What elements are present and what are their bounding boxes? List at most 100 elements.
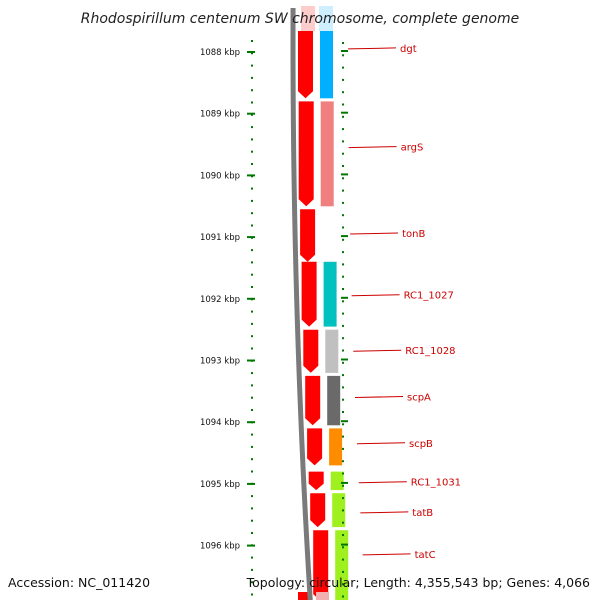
gene-labels: dgt argS tonB RC1_1027 RC1_1028 scpA scpB RC1_1…: [347, 44, 461, 561]
ruler-dot: [342, 534, 344, 536]
gene-label[interactable]: scpB: [409, 439, 433, 450]
major-tick: [247, 544, 255, 547]
ruler-dot: [342, 423, 344, 426]
gene-color-block: [335, 530, 349, 600]
ruler-dot: [251, 458, 253, 461]
major-tick-right: [341, 481, 348, 484]
ruler-dot: [251, 150, 253, 153]
major-tick-right: [341, 235, 348, 238]
major-tick-right: [341, 50, 348, 52]
gene-label[interactable]: tatB: [412, 508, 433, 519]
ruler-dot: [251, 249, 253, 252]
gene-arrow[interactable]: [301, 261, 317, 327]
ruler-dot: [251, 593, 253, 596]
gene-arrow[interactable]: [313, 530, 329, 600]
ruler-dot: [342, 460, 344, 463]
ruler-dot: [251, 224, 253, 227]
ruler-dot: [342, 312, 344, 315]
gene-color-overflow: [316, 592, 329, 600]
ruler-dot: [251, 568, 253, 571]
accession-text: Accession: NC_011420: [8, 575, 151, 590]
ruler-dot: [251, 126, 253, 129]
ruler-dot: [251, 335, 253, 338]
gene-color-block: [327, 375, 341, 426]
major-tick-right: [341, 173, 348, 176]
kbp-tick-label: 1096 kbp: [200, 542, 240, 552]
gene-label[interactable]: scpA: [407, 393, 431, 404]
topology-text: Topology: circular; Length: 4,355,543 bp…: [246, 575, 590, 590]
ruler-dot: [342, 288, 344, 290]
major-tick: [247, 112, 255, 115]
ruler-dot: [342, 583, 344, 586]
ruler-dot: [342, 214, 344, 217]
gene-label[interactable]: tonB: [402, 229, 425, 240]
gene-label[interactable]: RC1_1027: [404, 291, 454, 302]
major-tick: [247, 421, 255, 424]
ruler-dot: [342, 165, 344, 167]
major-tick: [247, 482, 255, 485]
ruler-dot: [342, 497, 344, 500]
gene-leader-line: [360, 511, 409, 514]
gene-arrow[interactable]: [310, 493, 326, 528]
gene-arrow[interactable]: [303, 329, 319, 373]
ruler-dot: [342, 91, 344, 94]
gene-label[interactable]: RC1_1028: [405, 346, 455, 357]
chromosome-backbone: [290, 7, 313, 600]
gene-arrow[interactable]: [308, 471, 324, 491]
major-tick-right: [341, 111, 348, 114]
ruler-dot: [342, 324, 344, 327]
ruler-dot: [251, 322, 253, 325]
gene-arrow[interactable]: [298, 101, 314, 207]
major-tick-right: [341, 420, 348, 423]
ruler-dot: [251, 64, 253, 67]
ruler-dot: [342, 595, 344, 598]
ruler-dot: [251, 581, 253, 584]
ruler-dot: [251, 556, 253, 559]
ruler-dot: [251, 495, 253, 498]
gene-leader-line: [348, 146, 397, 149]
ruler-dot: [342, 447, 344, 450]
ruler-dot: [342, 201, 344, 204]
ruler-dot: [342, 349, 344, 352]
gene-arrow[interactable]: [300, 209, 316, 262]
ruler-dot: [342, 226, 344, 229]
major-tick: [247, 297, 255, 300]
ruler-dot: [251, 199, 253, 202]
gene-label[interactable]: tatC: [415, 550, 436, 561]
gene-leader-line: [347, 47, 397, 50]
kbp-tick-label: 1093 kbp: [200, 357, 240, 367]
ruler-dot: [251, 101, 253, 104]
ruler-dot: [342, 472, 344, 475]
ruler-dot: [342, 128, 344, 131]
ruler-dot: [342, 140, 344, 143]
ruler-dot: [251, 347, 253, 350]
gene-arrow[interactable]: [307, 428, 323, 466]
ruler-dot: [251, 138, 253, 141]
kbp-tick-label: 1092 kbp: [200, 295, 240, 305]
gene-color-block: [329, 428, 343, 466]
gene-color-block: [330, 471, 344, 491]
ruler-dot: [251, 519, 253, 522]
ruler-dot: [251, 212, 253, 215]
gene-label[interactable]: RC1_1031: [411, 478, 461, 489]
ruler-dot: [342, 115, 344, 118]
ruler-dot: [251, 507, 253, 510]
gene-arrow[interactable]: [305, 375, 321, 426]
ruler-dot: [251, 113, 253, 116]
gene-color-faded: [319, 6, 333, 31]
gene-label[interactable]: argS: [401, 143, 424, 154]
ruler-dot: [251, 372, 253, 375]
ruler-dot: [251, 384, 253, 387]
map-title: Rhodospirillum centenum SW chromosome, c…: [81, 11, 520, 27]
ruler-dot: [342, 509, 344, 512]
ruler-dot: [342, 374, 344, 377]
kbp-tick-label: 1090 kbp: [200, 171, 240, 181]
ruler-dot: [342, 558, 344, 561]
gene-label[interactable]: dgt: [400, 44, 417, 55]
ruler-dot: [342, 189, 344, 192]
ruler-dot: [342, 177, 344, 180]
gene-arrow[interactable]: [298, 31, 313, 99]
ruler-dot: [342, 546, 344, 549]
major-tick-right: [341, 296, 348, 299]
